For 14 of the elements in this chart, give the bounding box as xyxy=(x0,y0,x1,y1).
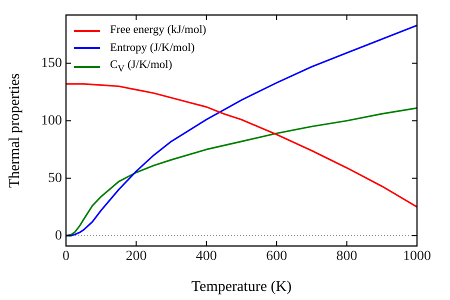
legend-label: Free energy (kJ/mol) xyxy=(110,23,206,38)
y-tick-label: 100 xyxy=(41,113,62,128)
legend-label: Entropy (J/K/mol) xyxy=(110,40,195,56)
x-tick-label: 800 xyxy=(336,249,358,264)
y-tick-label: 0 xyxy=(55,228,62,244)
x-tick-label: 1000 xyxy=(403,249,431,264)
x-tick-label: 200 xyxy=(126,249,147,264)
y-tick-label: 150 xyxy=(41,56,62,71)
x-tick-label: 400 xyxy=(196,249,217,264)
x-axis-title: Temperature (K) xyxy=(191,278,292,295)
legend-label: C$_{V}$ (J/K/mol) xyxy=(110,58,172,76)
y-tick-label: 50 xyxy=(48,170,62,186)
x-tick-label: 600 xyxy=(266,249,288,264)
y-axis-title: Thermal properties xyxy=(6,73,23,188)
